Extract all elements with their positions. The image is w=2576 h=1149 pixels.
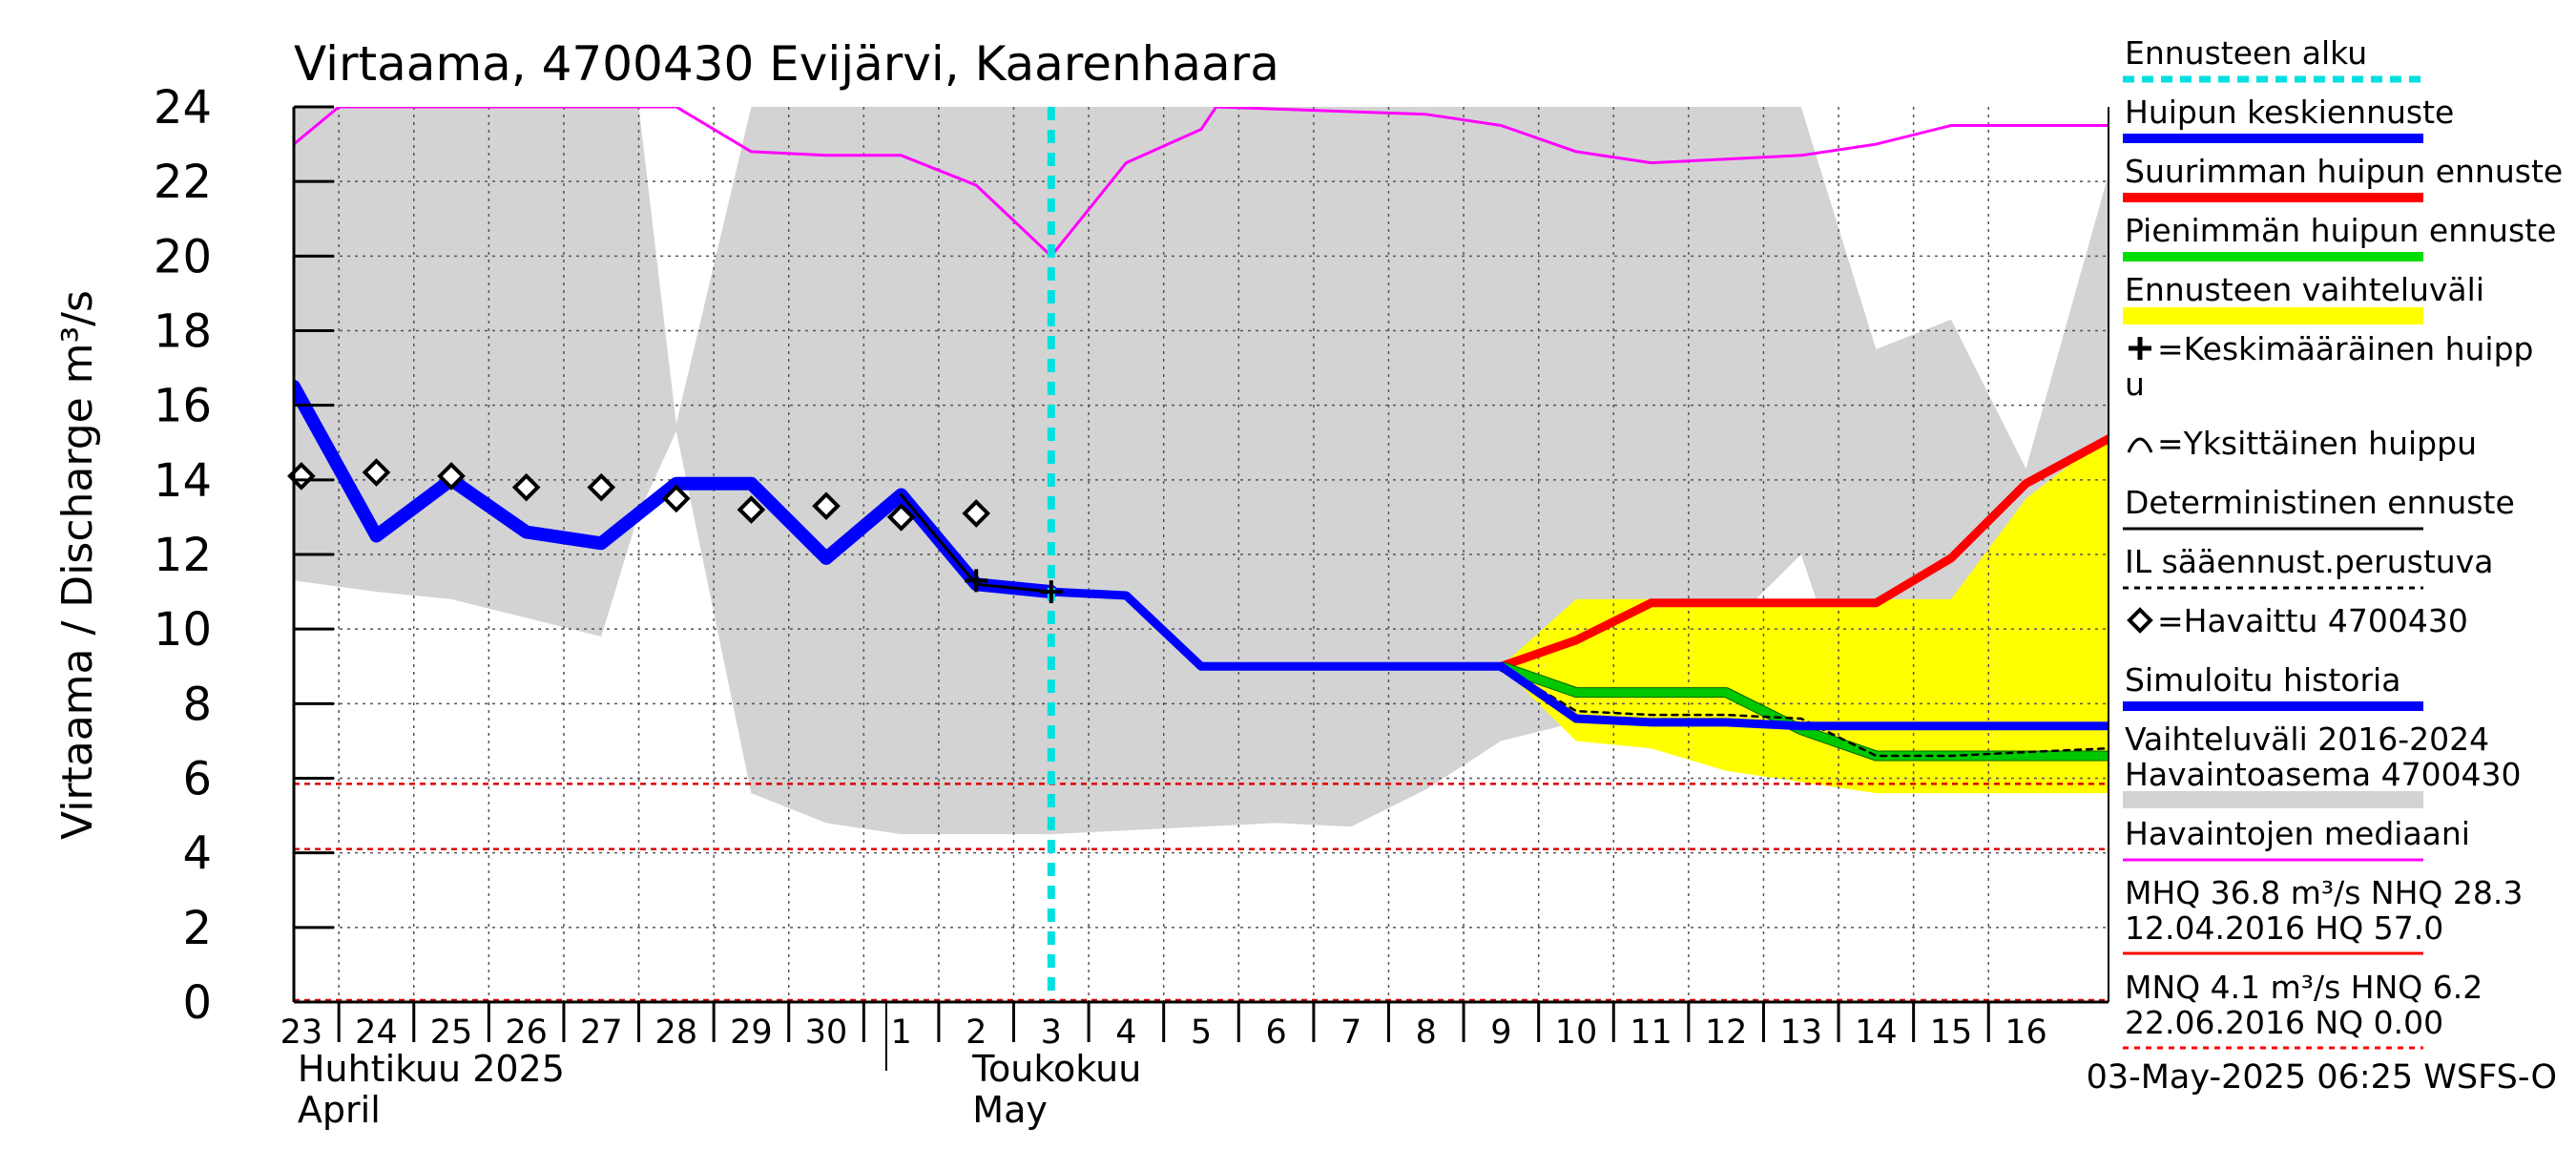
legend-label: Suurimman huipun ennuste bbox=[2125, 153, 2563, 190]
series-line-huipun-keskiennuste bbox=[1047, 587, 2109, 731]
x-tick-label: 7 bbox=[1340, 1013, 1361, 1052]
y-tick-label: 2 bbox=[182, 902, 212, 955]
legend-label: =Havaittu 4700430 bbox=[2157, 602, 2468, 639]
x-tick-label: 15 bbox=[1930, 1013, 1973, 1052]
x-tick-label: 4 bbox=[1115, 1013, 1136, 1052]
legend-label: MHQ 36.8 m³/s NHQ 28.3 bbox=[2125, 874, 2523, 911]
month-label: Huhtikuu 2025 bbox=[298, 1048, 565, 1090]
y-tick-label: 12 bbox=[154, 529, 212, 582]
series-line-suurimman-huipun-ennuste bbox=[1496, 434, 2109, 671]
legend-label: =Yksittäinen huippu bbox=[2157, 425, 2477, 462]
plot-area bbox=[287, 107, 2109, 1002]
legend-label: IL sääennust.perustuva bbox=[2125, 543, 2493, 580]
legend-label: MNQ 4.1 m³/s HNQ 6.2 bbox=[2125, 969, 2483, 1006]
y-tick-label: 22 bbox=[154, 156, 212, 209]
legend-symbol-band bbox=[2123, 791, 2423, 808]
x-tick-label: 12 bbox=[1705, 1013, 1748, 1052]
legend-label: Vaihteluväli 2016-2024 bbox=[2125, 721, 2489, 758]
plot-content bbox=[294, 107, 2109, 1002]
legend-label: Simuloitu historia bbox=[2125, 661, 2400, 699]
legend-label: Pienimmän huipun ennuste bbox=[2125, 212, 2556, 249]
y-tick-label: 10 bbox=[154, 603, 212, 657]
observed-point bbox=[587, 472, 616, 502]
y-tick-label: 18 bbox=[154, 305, 212, 359]
legend-label: Ennusteen alku bbox=[2125, 34, 2367, 72]
footer-timestamp: 03-May-2025 06:25 WSFS-O bbox=[2087, 1058, 2557, 1097]
y-tick-label: 14 bbox=[154, 454, 212, 508]
x-tick-label: 3 bbox=[1041, 1013, 1062, 1052]
month-label-en: April bbox=[298, 1089, 381, 1131]
legend-label-line2: Havaintoasema 4700430 bbox=[2125, 756, 2522, 793]
y-tick-label: 16 bbox=[154, 380, 212, 433]
x-tick-label: 14 bbox=[1855, 1013, 1898, 1052]
x-tick-label: 13 bbox=[1779, 1013, 1822, 1052]
x-tick-label: 1 bbox=[890, 1013, 911, 1052]
legend-symbol-arc bbox=[2127, 437, 2153, 453]
series-line-il-s-ennust-perustuva bbox=[1500, 665, 2109, 758]
legend-symbol-band bbox=[2123, 307, 2423, 324]
mean-peak-marker bbox=[1039, 580, 1063, 604]
x-tick-label: 27 bbox=[580, 1013, 623, 1052]
x-tick-label: 23 bbox=[280, 1013, 323, 1052]
y-tick-label: 24 bbox=[154, 81, 212, 135]
observed-point bbox=[362, 458, 391, 487]
y-tick-label: 4 bbox=[182, 827, 212, 881]
legend-symbol-diamond bbox=[2127, 607, 2153, 634]
x-tick-label: 8 bbox=[1416, 1013, 1437, 1052]
series-line-havaintojen-mediaani bbox=[294, 107, 2109, 258]
observed-point bbox=[812, 491, 841, 521]
x-tick-label: 30 bbox=[805, 1013, 848, 1052]
observed-point bbox=[511, 472, 541, 502]
y-tick-label: 6 bbox=[182, 753, 212, 806]
x-tick-label: 10 bbox=[1555, 1013, 1598, 1052]
x-tick-label: 11 bbox=[1630, 1013, 1672, 1052]
legend-label-line2: 12.04.2016 HQ 57.0 bbox=[2125, 909, 2443, 947]
legend-label: =Keskimääräinen huipp bbox=[2157, 330, 2534, 367]
observed-point bbox=[962, 499, 991, 528]
x-tick-label: 6 bbox=[1265, 1013, 1286, 1052]
month-label-en: May bbox=[972, 1089, 1048, 1131]
x-tick-label: 9 bbox=[1490, 1013, 1511, 1052]
observed-point bbox=[437, 462, 466, 491]
observed-point bbox=[737, 495, 766, 524]
legend-label: Deterministinen ennuste bbox=[2125, 484, 2515, 521]
x-tick-label: 26 bbox=[505, 1013, 548, 1052]
legend-label: Havaintojen mediaani bbox=[2125, 815, 2470, 852]
x-tick-label: 24 bbox=[355, 1013, 398, 1052]
x-tick-label: 5 bbox=[1191, 1013, 1212, 1052]
x-tick-label: 16 bbox=[2005, 1013, 2047, 1052]
legend: Ennusteen alku Huipun keskiennuste Suurimm… bbox=[2123, 34, 2563, 1050]
y-axis-label: Virtaama / Discharge m³/s bbox=[53, 290, 102, 840]
y-tick-label: 0 bbox=[182, 976, 212, 1030]
mean-peak-marker bbox=[965, 569, 988, 593]
x-tick-label: 2 bbox=[966, 1013, 987, 1052]
observed-point bbox=[886, 503, 916, 532]
legend-label-line2: 22.06.2016 NQ 0.00 bbox=[2125, 1004, 2443, 1041]
observed-point bbox=[662, 484, 691, 513]
legend-label: Huipun keskiennuste bbox=[2125, 94, 2454, 131]
month-label: Toukokuu bbox=[971, 1048, 1141, 1090]
x-tick-label: 29 bbox=[730, 1013, 773, 1052]
x-tick-label: 28 bbox=[655, 1013, 698, 1052]
legend-label: Ennusteen vaihteluväli bbox=[2125, 271, 2484, 308]
legend-label-line2: u bbox=[2125, 366, 2145, 403]
y-tick-label: 20 bbox=[154, 230, 212, 283]
x-tick-label: 25 bbox=[430, 1013, 473, 1052]
legend-symbol-plus bbox=[2129, 337, 2151, 360]
chart-title: Virtaama, 4700430 Evijärvi, Kaarenhaara bbox=[294, 36, 1279, 92]
y-tick-label: 8 bbox=[182, 678, 212, 731]
